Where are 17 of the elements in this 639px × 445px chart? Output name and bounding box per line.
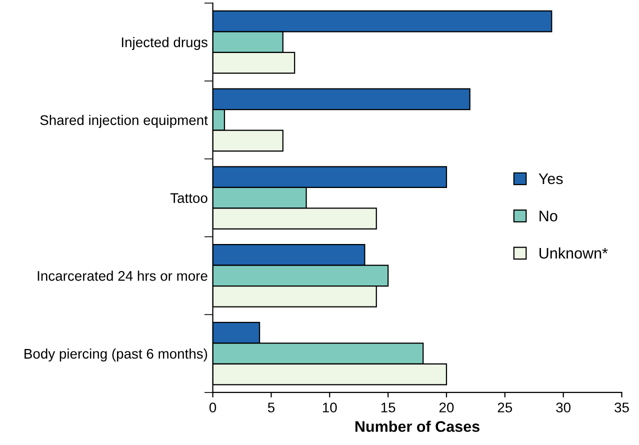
y-tick-label: Tattoo [170,193,208,203]
y-tick-label: Body piercing (past 6 months) [24,348,208,362]
x-tick-label: 0 [209,402,216,412]
legend-label: Yes [538,174,563,184]
x-tick-label: 5 [268,402,274,412]
y-tick-label: Shared injection equipment [40,114,208,128]
x-axis-title: Number of Cases [355,420,480,432]
y-tick-label: Injected drugs [122,37,208,50]
x-tick-label: 35 [614,402,629,412]
x-tick-label: 10 [322,402,337,412]
x-tick-label: 15 [381,402,396,412]
y-tick-label: Incarcerated 24 hrs or more [38,270,208,281]
x-tick-label: 30 [556,402,571,412]
legend-label: Unknown* [540,247,608,259]
x-tick-label: 20 [439,402,454,412]
legend-label: No [540,210,558,222]
x-tick-label: 25 [498,402,512,412]
